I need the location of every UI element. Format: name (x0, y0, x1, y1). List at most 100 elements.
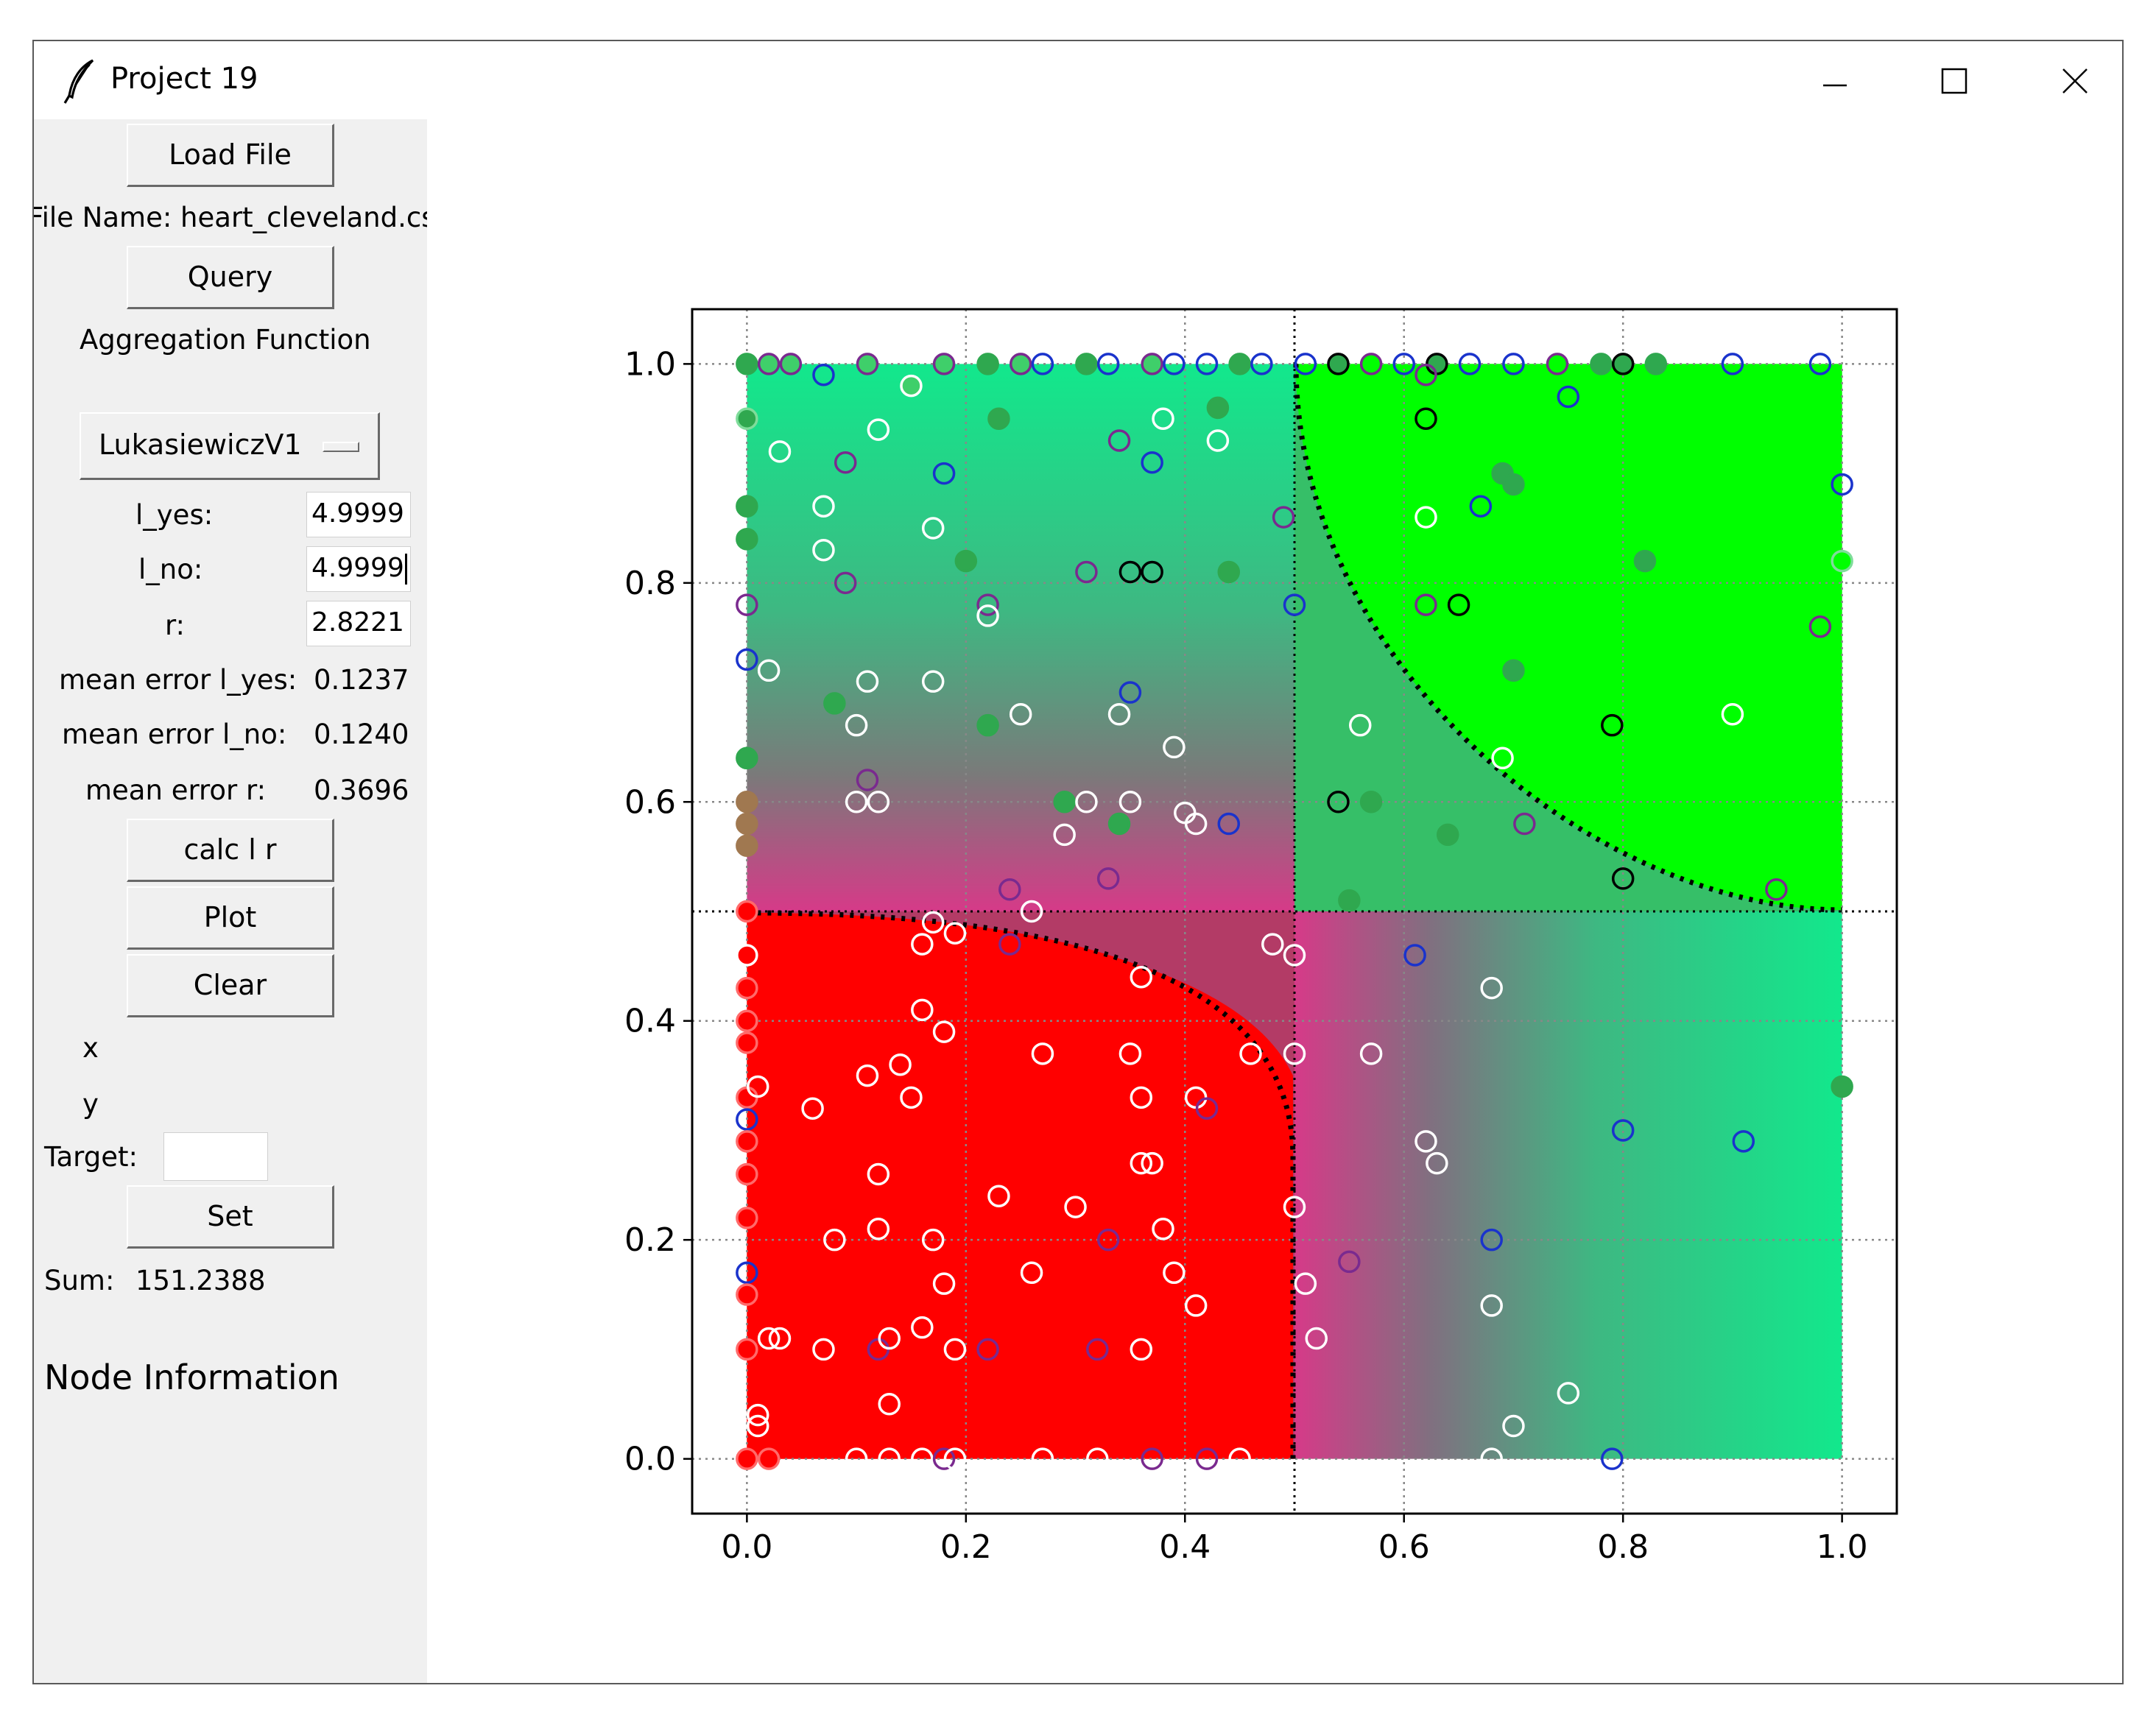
data-point (1130, 1086, 1153, 1109)
data-point (1611, 867, 1635, 890)
data-point (1184, 812, 1208, 836)
data-point (1141, 560, 1163, 584)
data-point (987, 407, 1010, 430)
data-point (932, 1020, 956, 1043)
data-point (1075, 791, 1098, 813)
y-tick-label: 0.4 (624, 1003, 676, 1040)
target-input[interactable] (163, 1132, 268, 1181)
data-point (736, 593, 758, 616)
plot-button[interactable]: Plot (127, 886, 334, 950)
calc-l-r-button[interactable]: calc l r (127, 819, 334, 882)
y-tick-label: 0.6 (624, 783, 676, 821)
data-point (1633, 549, 1657, 573)
data-point (834, 451, 857, 474)
data-point (1808, 615, 1832, 638)
dropdown-indicator-icon (323, 442, 359, 452)
l-no-label: l_no: (138, 554, 203, 585)
data-point (1294, 1272, 1317, 1295)
y-tick-label: 0.2 (624, 1221, 676, 1259)
text-cursor (404, 554, 407, 585)
feather-icon (63, 59, 94, 104)
data-point (736, 900, 758, 923)
data-point (1195, 353, 1219, 375)
blend-bottom-left (747, 911, 1294, 1459)
data-point (736, 976, 758, 1000)
data-point (1141, 451, 1163, 474)
data-point (1557, 385, 1580, 409)
data-point (1305, 1327, 1328, 1350)
close-button[interactable] (2028, 49, 2124, 112)
data-point (867, 1162, 890, 1186)
data-point (757, 353, 781, 375)
data-point (943, 1447, 967, 1470)
data-point (1601, 713, 1624, 737)
data-point (736, 495, 758, 518)
data-point (1217, 560, 1241, 584)
data-point (1009, 353, 1032, 375)
data-point (1195, 1097, 1219, 1120)
data-point (812, 495, 835, 518)
data-point (1141, 1151, 1163, 1175)
data-point (757, 659, 781, 682)
data-point (943, 1338, 967, 1361)
set-button[interactable]: Set (127, 1185, 334, 1249)
title-bar[interactable]: Project 19 (34, 41, 2122, 119)
data-point (1107, 812, 1131, 836)
data-point (768, 1327, 792, 1350)
data-point (736, 1130, 758, 1153)
data-point (1502, 1414, 1525, 1438)
minimize-button[interactable] (1786, 49, 1882, 112)
data-point (900, 374, 923, 398)
data-point (1721, 703, 1744, 726)
aggregation-function-select[interactable]: LukasiewiczV1 (80, 412, 380, 480)
data-point (1480, 976, 1503, 1000)
data-point (1031, 1042, 1054, 1065)
r-input[interactable]: 2.8221 (306, 601, 411, 646)
data-point (1283, 1042, 1306, 1065)
data-point (976, 604, 999, 627)
data-point (1031, 353, 1054, 375)
data-point (921, 1228, 945, 1252)
clear-button[interactable]: Clear (127, 954, 334, 1017)
data-point (889, 1053, 912, 1076)
l-yes-input[interactable]: 4.9999 (306, 492, 411, 537)
data-point (932, 1447, 956, 1470)
load-file-button[interactable]: Load File (127, 124, 334, 187)
data-point (1601, 1447, 1624, 1470)
data-point (954, 549, 978, 573)
data-point (911, 998, 934, 1022)
data-point (1283, 1196, 1306, 1218)
x-label: x (82, 1032, 99, 1064)
data-point (921, 670, 945, 693)
data-point (867, 1218, 890, 1240)
data-point (736, 528, 758, 551)
data-point (1053, 791, 1076, 813)
data-point (1020, 1261, 1043, 1285)
query-button[interactable]: Query (127, 246, 334, 309)
maximize-button[interactable] (1907, 49, 2003, 112)
x-tick-label: 0.6 (1378, 1528, 1430, 1566)
data-point (1338, 1250, 1361, 1274)
data-point (976, 713, 999, 737)
data-point (1020, 900, 1043, 923)
node-information-heading: Node Information (44, 1358, 339, 1397)
control-panel: Load File File Name: heart_cleveland.cs … (34, 119, 427, 1683)
data-point (1644, 353, 1668, 375)
data-point (1118, 681, 1142, 704)
data-point (736, 1108, 758, 1131)
data-point (1053, 823, 1076, 847)
region-top-left (747, 364, 1294, 911)
data-point (1436, 823, 1459, 847)
data-point (1327, 353, 1350, 375)
target-label: Target: (44, 1141, 138, 1173)
data-point (1765, 878, 1788, 901)
data-point (1195, 1447, 1219, 1470)
data-point (1206, 396, 1230, 420)
data-point (1611, 353, 1635, 375)
l-no-input[interactable]: 4.9999 (306, 546, 411, 592)
data-point (736, 1031, 758, 1054)
data-point (845, 791, 868, 813)
data-point (1064, 1196, 1087, 1218)
data-point (1415, 1130, 1437, 1153)
